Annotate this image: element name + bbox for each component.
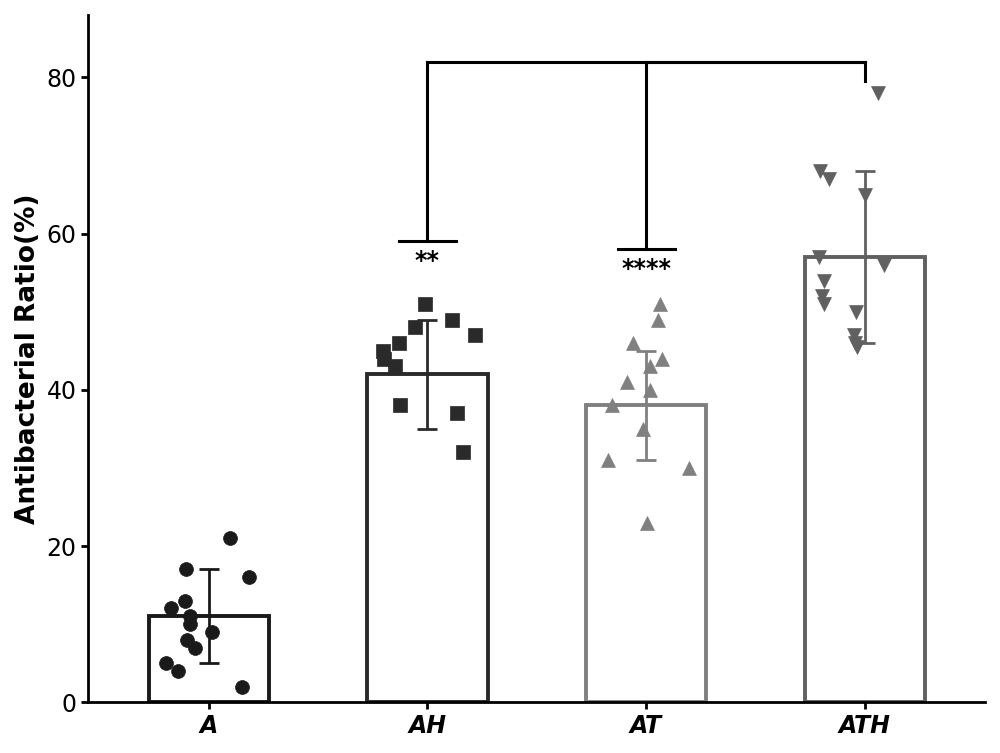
Point [814,290,830,302]
Point [182,610,198,622]
Point [600,454,616,466]
Bar [149,616,269,703]
Point [639,517,655,529]
Point [204,626,220,638]
Point [848,306,864,318]
Point [876,259,892,271]
Point [187,642,203,654]
Point [449,407,465,419]
Point [163,602,179,614]
Y-axis label: Antibacterial Ratio(%): Antibacterial Ratio(%) [15,194,41,524]
Bar [805,257,925,703]
Point [177,595,193,607]
Text: ****: **** [621,257,671,281]
Point [625,337,641,349]
Point [234,681,250,693]
Point [642,361,658,373]
Bar [367,374,488,703]
Point [170,665,186,677]
Point [455,447,471,459]
Point [816,275,832,287]
Point [642,384,658,396]
Point [846,329,862,341]
Point [222,532,238,544]
Point [182,618,198,630]
Point [387,361,403,373]
Point [619,376,635,388]
Point [444,313,460,325]
Point [849,341,865,353]
Point [391,337,407,349]
Point [635,423,651,435]
Point [376,352,392,364]
Point [375,345,391,357]
Point [821,173,837,185]
Point [812,165,828,177]
Point [179,634,195,646]
Point [407,322,423,334]
Point [241,572,257,584]
Point [816,298,832,310]
Point [417,298,433,310]
Point [654,352,670,364]
Point [857,188,873,200]
Point [650,313,666,325]
Point [178,563,194,575]
Bar [586,405,706,703]
Text: **: ** [415,249,440,273]
Point [652,298,668,310]
Point [604,399,620,411]
Point [158,657,174,669]
Point [467,329,483,341]
Point [847,337,863,349]
Point [811,251,827,263]
Point [681,462,697,474]
Point [392,399,408,411]
Point [870,87,886,99]
